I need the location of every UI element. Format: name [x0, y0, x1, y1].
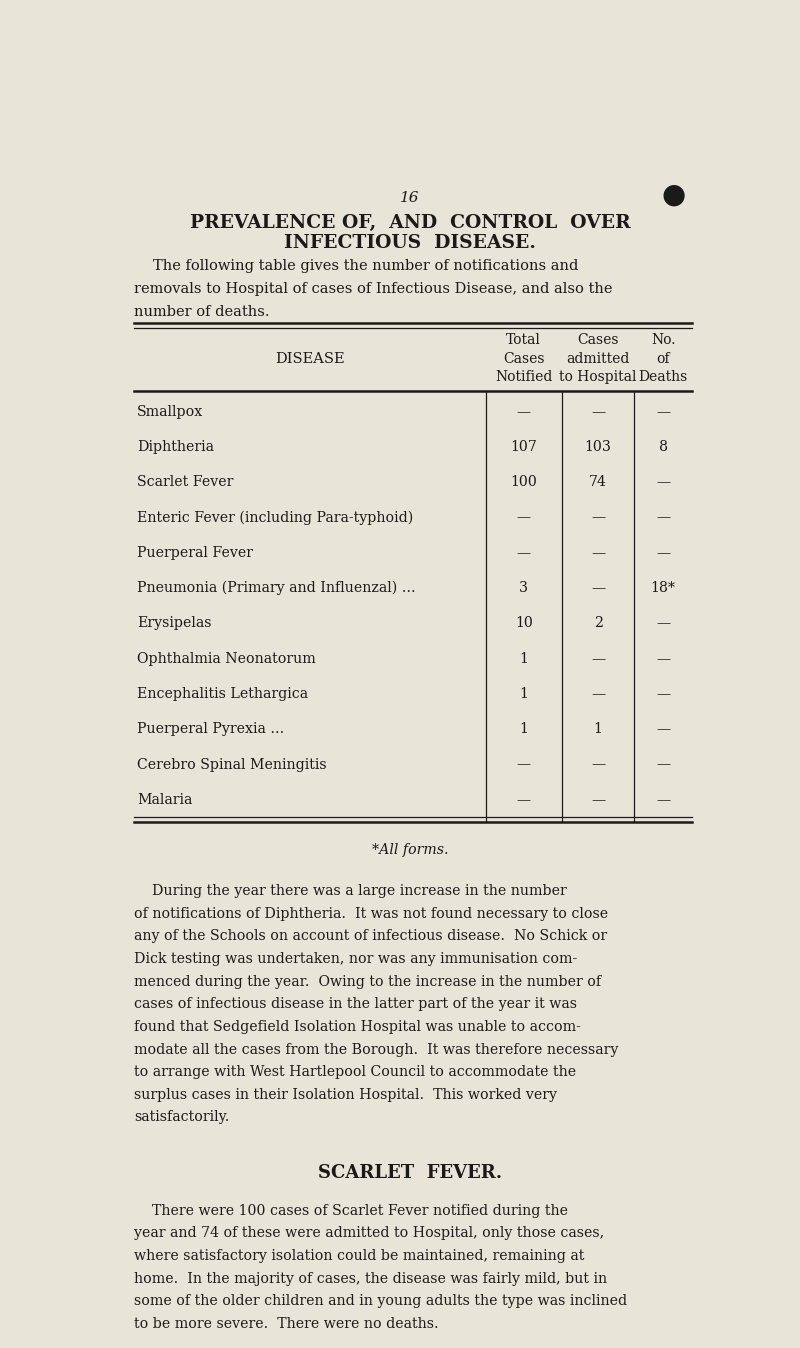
Text: 1: 1 [519, 651, 528, 666]
Text: PREVALENCE OF,  AND  CONTROL  OVER: PREVALENCE OF, AND CONTROL OVER [190, 213, 630, 232]
Text: During the year there was a large increase in the number: During the year there was a large increa… [134, 884, 567, 898]
Text: —: — [656, 651, 670, 666]
Text: —: — [517, 793, 531, 807]
Text: Enteric Fever (including Para-typhoid): Enteric Fever (including Para-typhoid) [138, 511, 414, 524]
Text: 2: 2 [594, 616, 602, 631]
Text: 16: 16 [400, 191, 420, 205]
Text: —: — [591, 758, 606, 771]
Text: —: — [591, 404, 606, 419]
Text: —: — [591, 546, 606, 559]
Text: 1: 1 [519, 723, 528, 736]
Text: 10: 10 [515, 616, 533, 631]
Text: any of the Schools on account of infectious disease.  No Schick or: any of the Schools on account of infecti… [134, 929, 607, 944]
Text: to be more severe.  There were no deaths.: to be more severe. There were no deaths. [134, 1317, 438, 1330]
Text: Notified: Notified [495, 371, 553, 384]
Text: —: — [517, 404, 531, 419]
Text: No.: No. [651, 333, 675, 346]
Text: Diphtheria: Diphtheria [138, 439, 214, 454]
Text: —: — [656, 404, 670, 419]
Text: —: — [591, 687, 606, 701]
Text: Encephalitis Lethargica: Encephalitis Lethargica [138, 687, 308, 701]
Text: Pneumonia (Primary and Influenzal) ...: Pneumonia (Primary and Influenzal) ... [138, 581, 416, 596]
Text: Puerperal Pyrexia ...: Puerperal Pyrexia ... [138, 723, 285, 736]
Text: —: — [591, 651, 606, 666]
Text: —: — [656, 758, 670, 771]
Text: surplus cases in their Isolation Hospital.  This worked very: surplus cases in their Isolation Hospita… [134, 1088, 557, 1101]
Text: 1: 1 [594, 723, 602, 736]
Text: Malaria: Malaria [138, 793, 193, 807]
Text: Scarlet Fever: Scarlet Fever [138, 476, 234, 489]
Text: —: — [656, 723, 670, 736]
Text: satisfactorily.: satisfactorily. [134, 1111, 230, 1124]
Text: found that Sedgefield Isolation Hospital was unable to accom-: found that Sedgefield Isolation Hospital… [134, 1020, 581, 1034]
Text: 1: 1 [519, 687, 528, 701]
Text: year and 74 of these were admitted to Hospital, only those cases,: year and 74 of these were admitted to Ho… [134, 1227, 604, 1240]
Text: —: — [656, 687, 670, 701]
Text: —: — [591, 511, 606, 524]
Text: Cerebro Spinal Meningitis: Cerebro Spinal Meningitis [138, 758, 327, 771]
Text: Dick testing was undertaken, nor was any immunisation com-: Dick testing was undertaken, nor was any… [134, 952, 578, 967]
Text: removals to Hospital of cases of Infectious Disease, and also the: removals to Hospital of cases of Infecti… [134, 282, 613, 297]
Text: of notifications of Diphtheria.  It was not found necessary to close: of notifications of Diphtheria. It was n… [134, 907, 608, 921]
Text: 103: 103 [585, 439, 612, 454]
Text: modate all the cases from the Borough.  It was therefore necessary: modate all the cases from the Borough. I… [134, 1042, 618, 1057]
Text: ●: ● [662, 181, 686, 209]
Text: 18*: 18* [650, 581, 676, 594]
Text: —: — [656, 616, 670, 631]
Text: 107: 107 [510, 439, 538, 454]
Text: —: — [517, 546, 531, 559]
Text: menced during the year.  Owing to the increase in the number of: menced during the year. Owing to the inc… [134, 975, 602, 988]
Text: 74: 74 [590, 476, 607, 489]
Text: —: — [517, 758, 531, 771]
Text: —: — [591, 793, 606, 807]
Text: —: — [656, 793, 670, 807]
Text: —: — [656, 476, 670, 489]
Text: of: of [657, 352, 670, 365]
Text: Cases: Cases [503, 352, 545, 365]
Text: Puerperal Fever: Puerperal Fever [138, 546, 253, 559]
Text: number of deaths.: number of deaths. [134, 305, 270, 319]
Text: There were 100 cases of Scarlet Fever notified during the: There were 100 cases of Scarlet Fever no… [134, 1204, 568, 1217]
Text: —: — [656, 511, 670, 524]
Text: Smallpox: Smallpox [138, 404, 203, 419]
Text: —: — [656, 546, 670, 559]
Text: INFECTIOUS  DISEASE.: INFECTIOUS DISEASE. [284, 235, 536, 252]
Text: home.  In the majority of cases, the disease was fairly mild, but in: home. In the majority of cases, the dise… [134, 1271, 607, 1286]
Text: 3: 3 [519, 581, 528, 594]
Text: Cases: Cases [578, 333, 619, 346]
Text: some of the older children and in young adults the type was inclined: some of the older children and in young … [134, 1294, 627, 1308]
Text: 8: 8 [658, 439, 668, 454]
Text: Total: Total [506, 333, 542, 346]
Text: Deaths: Deaths [638, 371, 688, 384]
Text: Erysipelas: Erysipelas [138, 616, 212, 631]
Text: DISEASE: DISEASE [275, 352, 345, 365]
Text: cases of infectious disease in the latter part of the year it was: cases of infectious disease in the latte… [134, 998, 577, 1011]
Text: to Hospital: to Hospital [559, 371, 637, 384]
Text: 100: 100 [510, 476, 538, 489]
Text: —: — [517, 511, 531, 524]
Text: *All forms.: *All forms. [372, 842, 448, 857]
Text: to arrange with West Hartlepool Council to accommodate the: to arrange with West Hartlepool Council … [134, 1065, 576, 1080]
Text: where satisfactory isolation could be maintained, remaining at: where satisfactory isolation could be ma… [134, 1248, 585, 1263]
Text: SCARLET  FEVER.: SCARLET FEVER. [318, 1165, 502, 1182]
Text: —: — [591, 581, 606, 594]
Text: The following table gives the number of notifications and: The following table gives the number of … [153, 259, 578, 274]
Text: Ophthalmia Neonatorum: Ophthalmia Neonatorum [138, 651, 316, 666]
Text: admitted: admitted [566, 352, 630, 365]
